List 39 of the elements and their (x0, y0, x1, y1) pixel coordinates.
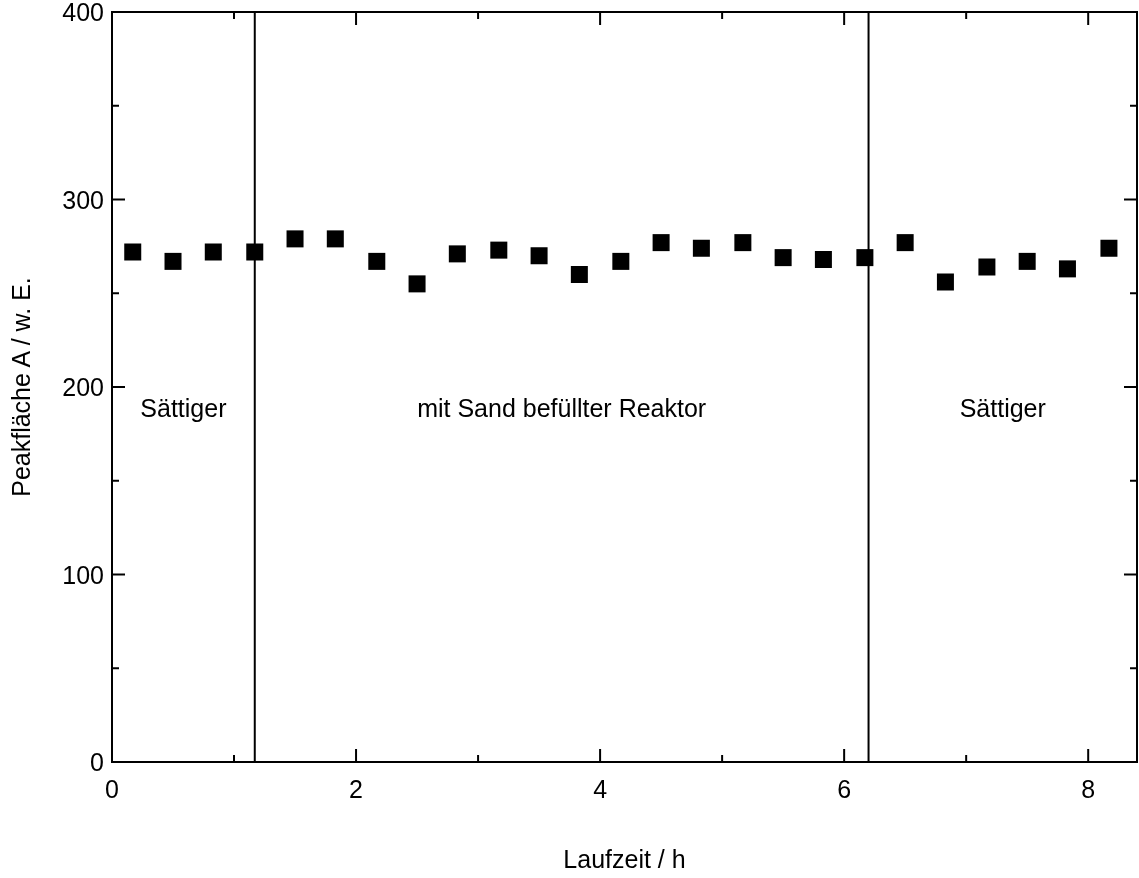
x-tick-label: 8 (1081, 775, 1096, 803)
annotation: Sättiger (140, 394, 227, 422)
point (326, 230, 344, 248)
point (814, 251, 832, 268)
y-tick-label: 400 (62, 0, 104, 26)
point (1018, 252, 1036, 270)
y-tick-label: 300 (62, 185, 104, 214)
point (1100, 239, 1118, 257)
point (978, 258, 996, 276)
point (246, 243, 264, 261)
point (124, 243, 142, 261)
point (856, 249, 874, 267)
point (734, 234, 752, 252)
y-tick-label: 0 (90, 748, 104, 776)
y-tick-label: 100 (62, 560, 104, 589)
x-axis-title: Laufzeit / h (563, 845, 686, 873)
point (612, 252, 630, 270)
point (368, 252, 386, 270)
x-tick-label: 4 (593, 775, 608, 803)
point (896, 234, 914, 252)
x-tick-label: 6 (837, 775, 852, 803)
point (286, 230, 304, 248)
point (408, 275, 426, 293)
annotation: mit Sand befüllter Reaktor (417, 394, 707, 422)
point (774, 249, 792, 267)
point (490, 241, 508, 259)
point (1058, 260, 1076, 278)
annotation: Sättiger (959, 394, 1046, 422)
point (936, 273, 954, 291)
point (164, 252, 182, 270)
y-tick-label: 200 (62, 373, 104, 401)
point (204, 243, 222, 261)
point (448, 245, 466, 263)
point (652, 234, 670, 252)
y-axis-title: Peakfläche A / w. E. (7, 277, 35, 497)
point (530, 247, 548, 265)
point (692, 239, 710, 257)
point (570, 266, 588, 283)
x-tick-label: 2 (349, 775, 363, 803)
